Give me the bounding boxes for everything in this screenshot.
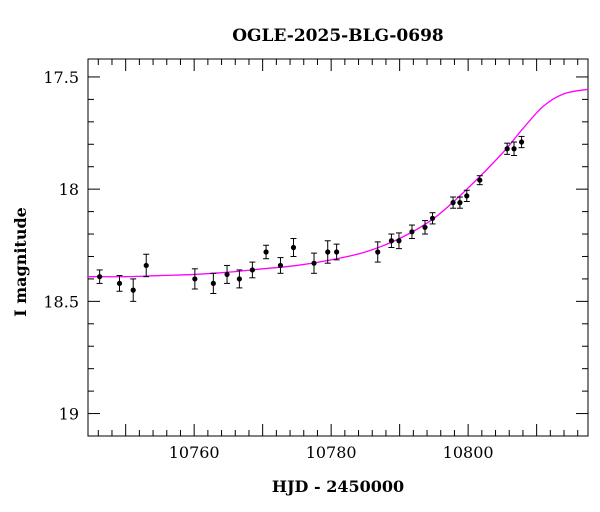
data-marker xyxy=(277,262,284,269)
data-point xyxy=(143,253,150,278)
data-point xyxy=(518,135,525,149)
data-marker xyxy=(130,287,136,293)
data-marker xyxy=(263,249,269,255)
data-marker xyxy=(396,238,402,244)
data-marker xyxy=(210,280,216,287)
x-tick-label: 10800 xyxy=(443,443,494,462)
data-marker xyxy=(116,280,123,287)
data-point xyxy=(374,241,381,263)
data-point xyxy=(224,264,231,284)
data-marker xyxy=(375,249,381,255)
data-marker xyxy=(409,229,415,235)
data-point xyxy=(395,232,402,250)
data-point xyxy=(476,175,483,186)
x-axis-label: HJD - 2450000 xyxy=(272,477,404,496)
data-point xyxy=(249,261,256,279)
y-tick-label: 18.5 xyxy=(43,292,79,311)
y-tick-label: 18 xyxy=(59,180,79,199)
axis-ticks xyxy=(88,59,588,437)
data-marker xyxy=(504,146,510,152)
data-marker xyxy=(464,193,470,199)
data-point xyxy=(456,196,463,209)
data-marker xyxy=(236,276,242,282)
data-point xyxy=(236,269,243,289)
data-point xyxy=(116,275,123,292)
data-point xyxy=(504,142,511,155)
data-point xyxy=(333,243,340,261)
data-marker xyxy=(311,260,317,266)
data-marker xyxy=(511,146,517,152)
data-point xyxy=(450,196,457,209)
tick-labels: 10760 10780 10800 17.5 18 18.5 19 xyxy=(43,68,493,462)
plot-frame xyxy=(87,58,589,437)
data-point xyxy=(511,141,518,156)
y-tick-label: 17.5 xyxy=(43,68,79,87)
data-point xyxy=(191,268,198,290)
data-point xyxy=(388,233,395,248)
data-marker xyxy=(97,274,103,280)
data-marker xyxy=(224,271,230,278)
data-point xyxy=(277,257,284,274)
data-points-layer xyxy=(96,135,525,302)
data-marker xyxy=(290,244,297,251)
data-point xyxy=(324,240,331,264)
data-marker xyxy=(518,139,525,145)
data-point xyxy=(429,212,436,225)
data-marker xyxy=(422,224,428,230)
data-point xyxy=(263,244,270,260)
data-point xyxy=(463,189,470,202)
data-point xyxy=(408,224,415,240)
data-marker xyxy=(388,238,395,244)
x-tick-label: 10780 xyxy=(306,443,357,462)
data-marker xyxy=(249,267,255,273)
data-marker xyxy=(429,215,436,221)
data-point xyxy=(130,278,137,302)
model-curve xyxy=(88,88,588,278)
data-marker xyxy=(325,249,331,255)
y-axis-label: I magnitude xyxy=(11,207,30,317)
y-tick-label: 19 xyxy=(59,405,79,424)
data-marker xyxy=(143,262,149,269)
data-marker xyxy=(450,200,456,206)
data-point xyxy=(210,272,217,295)
data-point xyxy=(290,238,297,257)
model-curve-layer xyxy=(88,88,588,278)
data-marker xyxy=(477,177,483,183)
data-point xyxy=(311,252,318,274)
data-marker xyxy=(334,249,340,255)
data-point xyxy=(421,220,428,235)
chart-title: OGLE-2025-BLG-0698 xyxy=(232,26,444,46)
data-marker xyxy=(192,276,198,282)
x-tick-label: 10760 xyxy=(169,443,220,462)
data-point xyxy=(96,269,103,284)
data-marker xyxy=(457,200,463,206)
